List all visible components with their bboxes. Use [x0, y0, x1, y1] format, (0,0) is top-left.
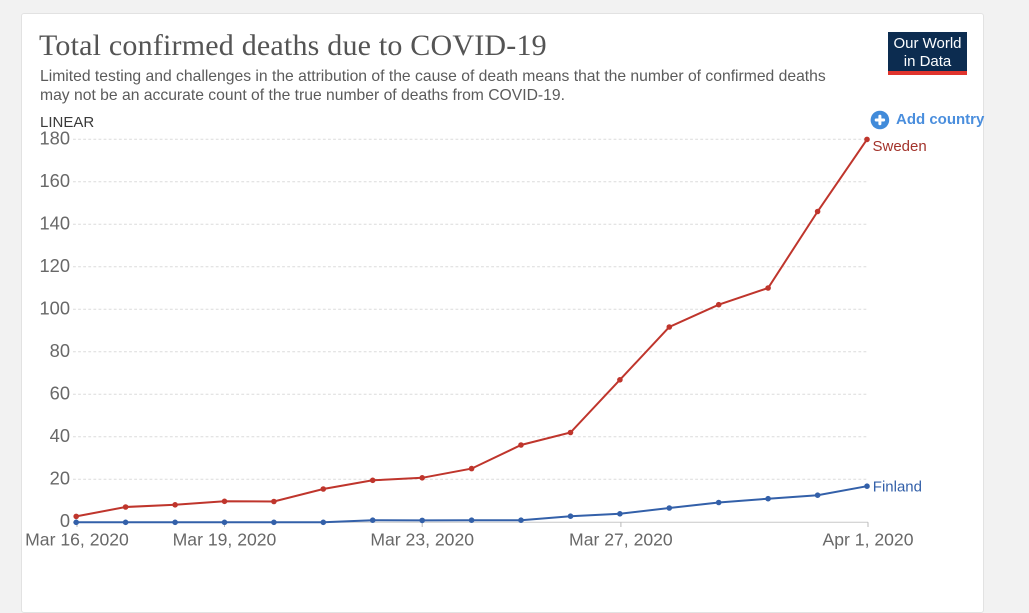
svg-text:80: 80	[50, 340, 70, 361]
svg-text:Apr 1, 2020: Apr 1, 2020	[823, 530, 914, 550]
svg-text:60: 60	[50, 382, 70, 403]
svg-text:Sweden: Sweden	[873, 138, 927, 155]
svg-text:140: 140	[39, 212, 70, 233]
svg-text:Finland: Finland	[873, 479, 922, 496]
svg-text:Mar 27, 2020: Mar 27, 2020	[569, 530, 673, 550]
svg-text:Mar 23, 2020: Mar 23, 2020	[370, 530, 474, 550]
svg-text:160: 160	[39, 170, 70, 191]
svg-text:Mar 16, 2020: Mar 16, 2020	[25, 530, 129, 550]
svg-text:40: 40	[50, 425, 70, 446]
svg-text:0: 0	[60, 510, 70, 531]
svg-text:180: 180	[39, 127, 70, 148]
svg-text:20: 20	[50, 467, 70, 488]
svg-text:100: 100	[39, 297, 70, 318]
svg-text:120: 120	[39, 255, 70, 276]
svg-text:Mar 19, 2020: Mar 19, 2020	[173, 530, 277, 550]
